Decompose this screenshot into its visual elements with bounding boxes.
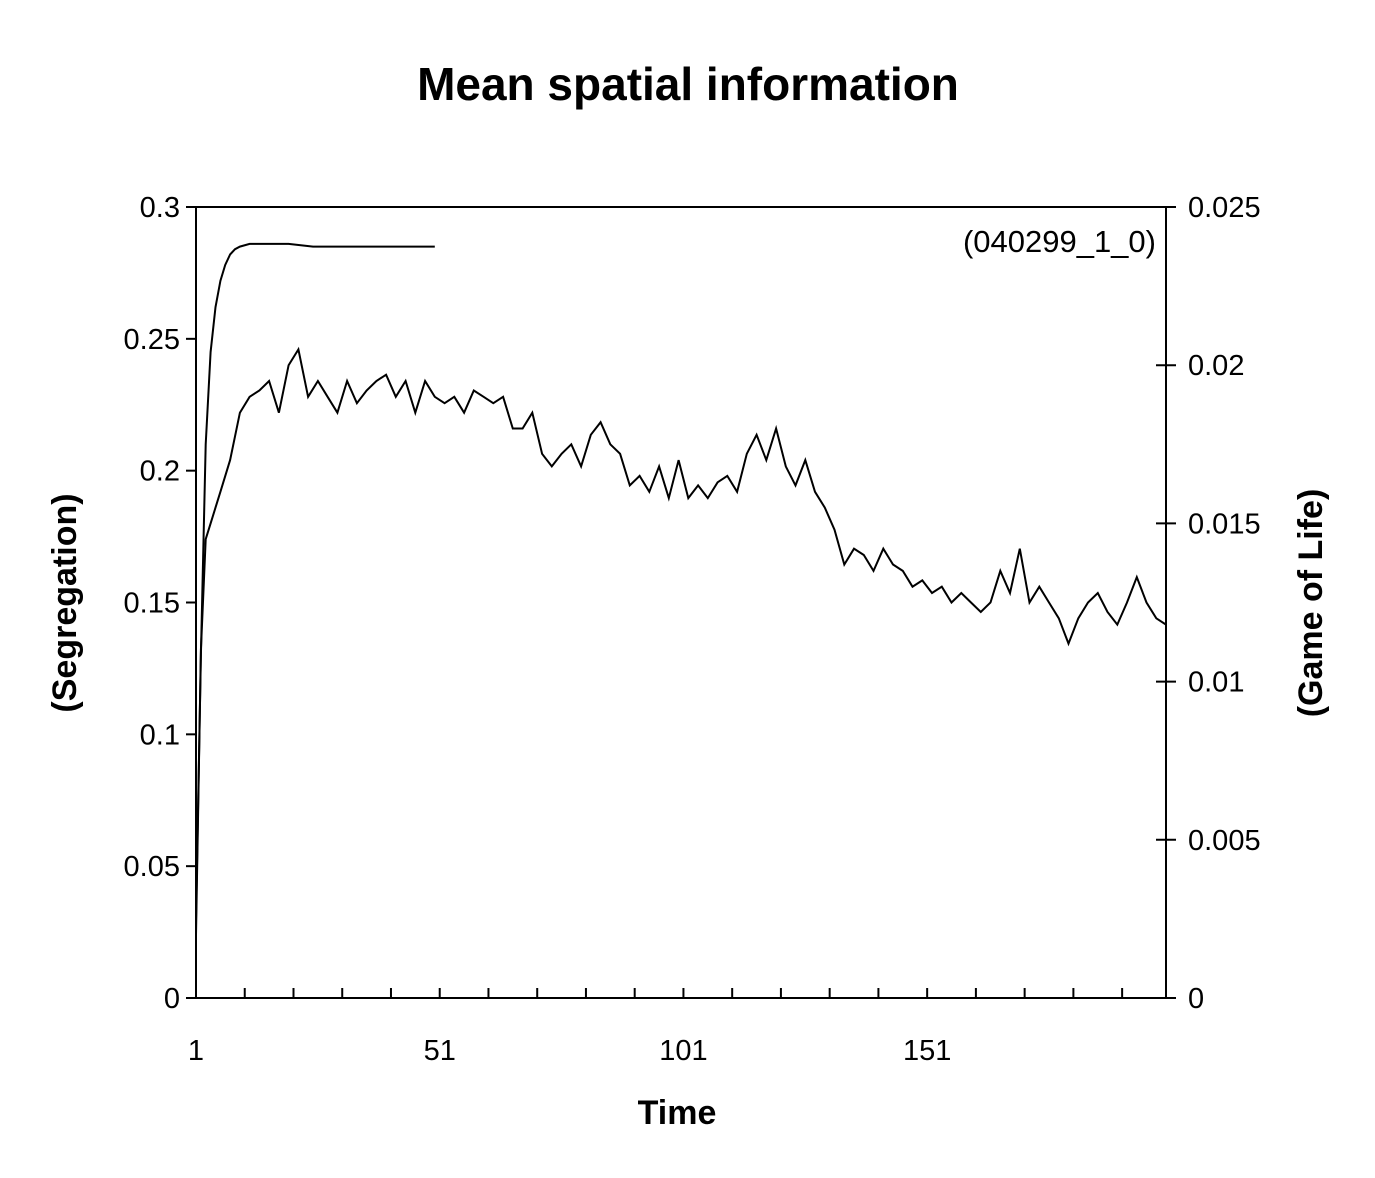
y-left-tick-label: 0.15 (124, 588, 180, 620)
x-axis-tick-labels: 1 51 101 151 (188, 1035, 951, 1067)
series-line-game-of-life (195, 346, 1167, 935)
y-left-tick-label: 0.05 (124, 851, 180, 883)
y-left-tick-label: 0 (164, 983, 180, 1015)
y-right-tick-label: 0.005 (1188, 825, 1261, 857)
chart-title: Mean spatial information (417, 58, 959, 110)
series-line-segregation (195, 242, 435, 919)
x-tick-label: 151 (903, 1035, 951, 1067)
x-axis-title: Time (638, 1094, 717, 1132)
y-right-tick-label: 0.02 (1188, 350, 1244, 382)
y-right-tick-label: 0.025 (1188, 192, 1261, 224)
x-tick-label: 101 (659, 1035, 707, 1067)
y-left-tick-label: 0.2 (140, 456, 180, 488)
y-right-axis-ticks (1156, 206, 1176, 999)
series-group (195, 242, 1167, 935)
x-axis-ticks (195, 988, 1124, 998)
y-right-axis-title: (Game of Life) (1292, 489, 1330, 718)
y-left-axis-title: (Segregation) (46, 493, 84, 712)
run-id-annotation: (040299_1_0) (963, 224, 1156, 259)
y-left-axis-tick-labels: 0 0.05 0.1 0.15 0.2 0.25 0.3 (124, 192, 180, 1015)
plot-frame (195, 206, 1167, 999)
y-left-tick-label: 0.25 (124, 324, 180, 356)
x-tick-label: 1 (188, 1035, 204, 1067)
y-left-tick-label: 0.1 (140, 719, 180, 751)
y-right-tick-label: 0.01 (1188, 667, 1244, 699)
y-right-axis-tick-labels: 0 0.005 0.01 0.015 0.02 0.025 (1188, 192, 1261, 1015)
y-left-tick-label: 0.3 (140, 192, 180, 224)
x-tick-label: 51 (424, 1035, 456, 1067)
y-left-axis-ticks (186, 206, 196, 999)
y-right-tick-label: 0.015 (1188, 508, 1261, 540)
y-right-tick-label: 0 (1188, 983, 1204, 1015)
